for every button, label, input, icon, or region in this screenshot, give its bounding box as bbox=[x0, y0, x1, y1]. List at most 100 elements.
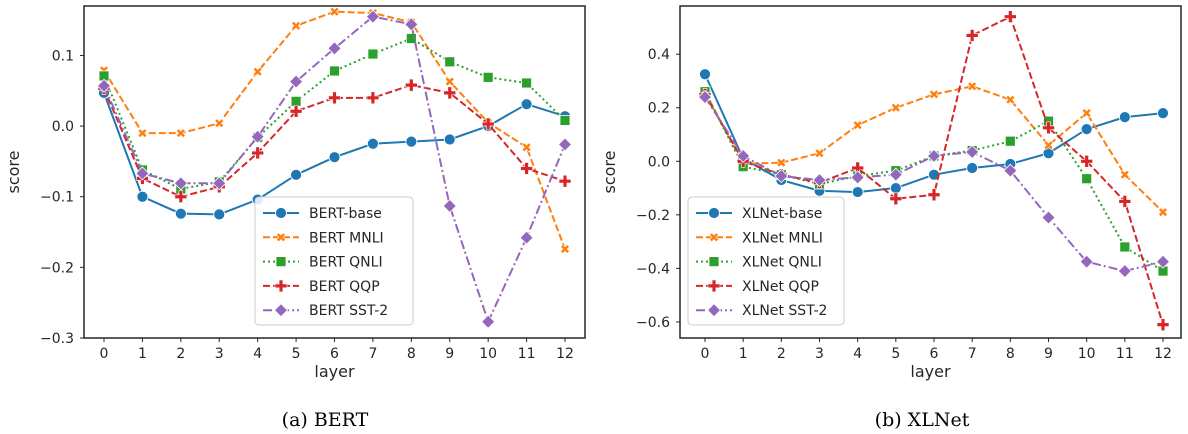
data-point bbox=[442, 198, 457, 213]
y-tick-label: 0.1 bbox=[52, 48, 74, 64]
y-tick-label: 0.2 bbox=[648, 101, 670, 117]
data-point bbox=[850, 170, 865, 185]
legend-label: BERT-base bbox=[309, 206, 382, 222]
data-point bbox=[174, 207, 187, 220]
data-point bbox=[213, 208, 226, 221]
data-point bbox=[1158, 207, 1168, 218]
data-point bbox=[136, 190, 149, 203]
data-point bbox=[367, 137, 379, 150]
data-point bbox=[888, 167, 903, 182]
data-point bbox=[1043, 140, 1054, 151]
legend-entry: BERT QNLI bbox=[263, 255, 383, 271]
y-tick-label: 0.4 bbox=[648, 47, 670, 63]
x-tick-label: 9 bbox=[445, 346, 454, 362]
data-point bbox=[289, 74, 304, 89]
data-point bbox=[1081, 108, 1092, 119]
x-tick-label: 11 bbox=[518, 346, 536, 362]
y-tick-label: 0.0 bbox=[648, 154, 670, 170]
legend-marker bbox=[275, 207, 287, 219]
bert-chart: 0 1 2 3 4 5 6 7 8 9 10 11 12−0.3−0.2−0.10.00.1layers… bbox=[4, 5, 586, 431]
y-tick-label: −0.4 bbox=[636, 261, 670, 277]
data-point bbox=[1081, 173, 1093, 185]
data-point bbox=[966, 162, 979, 174]
data-point bbox=[251, 146, 264, 160]
y-axis-label: score bbox=[600, 151, 619, 194]
data-point bbox=[520, 98, 533, 111]
data-point bbox=[965, 144, 980, 159]
subfigure-caption: (b) XLNet bbox=[875, 409, 970, 431]
x-axis-label: layer bbox=[910, 362, 951, 381]
legend-label: XLNet QNLI bbox=[742, 255, 822, 271]
legend-marker bbox=[273, 303, 289, 318]
data-point bbox=[482, 71, 494, 83]
data-point bbox=[520, 162, 533, 175]
series-4 bbox=[97, 78, 572, 204]
data-point bbox=[481, 314, 496, 329]
data-point bbox=[1041, 210, 1056, 225]
data-point bbox=[776, 157, 787, 168]
legend-marker bbox=[707, 279, 721, 293]
x-tick-label: 4 bbox=[853, 346, 862, 362]
data-point bbox=[290, 95, 302, 107]
data-point bbox=[929, 89, 939, 100]
x-tick-label: 10 bbox=[479, 346, 497, 362]
data-point bbox=[967, 81, 978, 92]
x-tick-label: 7 bbox=[368, 346, 377, 362]
legend-marker bbox=[708, 207, 720, 219]
data-point bbox=[965, 29, 979, 42]
data-point bbox=[443, 133, 456, 146]
series-5 bbox=[96, 9, 573, 329]
legend-entry: XLNet MNLI bbox=[696, 230, 823, 246]
data-point bbox=[521, 142, 532, 153]
legend-label: XLNet QQP bbox=[742, 279, 819, 295]
plot-frame bbox=[679, 5, 1182, 339]
x-tick-label: 11 bbox=[1116, 346, 1134, 362]
plot-frame bbox=[83, 5, 586, 339]
data-point bbox=[367, 48, 379, 60]
subfigure-caption: (a) BERT bbox=[282, 409, 369, 431]
legend-entry: BERT MNLI bbox=[263, 230, 384, 246]
legend-entry: BERT QQP bbox=[263, 279, 380, 295]
data-point bbox=[697, 89, 713, 105]
legend-entry: XLNet-base bbox=[696, 206, 822, 222]
legend-box bbox=[687, 196, 845, 326]
legend-label: BERT QQP bbox=[309, 279, 380, 295]
legend-label: BERT QNLI bbox=[309, 255, 383, 271]
legend-label: BERT MNLI bbox=[309, 230, 384, 246]
y-tick-label: −0.2 bbox=[636, 208, 670, 224]
data-point bbox=[736, 148, 751, 164]
xlnet-chart: 0 1 2 3 4 5 6 7 8 9 10 11 12−0.6−0.4−0.20.00.20.4lay… bbox=[600, 5, 1182, 431]
x-tick-label: 0 bbox=[100, 346, 109, 362]
data-point bbox=[96, 78, 112, 93]
x-tick-label: 3 bbox=[215, 346, 224, 362]
data-point bbox=[443, 86, 457, 100]
legend-entry: XLNet QQP bbox=[696, 279, 819, 295]
data-point bbox=[519, 230, 534, 245]
legend: BERT-base BERT MNLI BERT QNLI BERT QQP BERT … bbox=[254, 196, 414, 326]
data-point bbox=[558, 174, 572, 188]
data-point bbox=[328, 151, 341, 164]
data-point bbox=[1004, 10, 1017, 24]
data-point bbox=[1118, 195, 1132, 208]
x-tick-label: 1 bbox=[739, 346, 748, 362]
x-tick-label: 10 bbox=[1078, 346, 1096, 362]
x-tick-label: 2 bbox=[176, 346, 185, 362]
data-point bbox=[1004, 135, 1016, 147]
data-point bbox=[444, 56, 456, 68]
data-point bbox=[1080, 154, 1093, 168]
data-point bbox=[560, 244, 570, 254]
x-axis-label: layer bbox=[314, 362, 355, 381]
data-point bbox=[366, 91, 380, 105]
x-tick-label: 2 bbox=[777, 346, 786, 362]
data-point bbox=[1119, 241, 1131, 253]
legend-marker bbox=[706, 303, 722, 318]
legend-marker bbox=[709, 232, 719, 243]
data-point bbox=[1042, 147, 1055, 160]
data-point bbox=[404, 17, 419, 32]
series-2 bbox=[700, 81, 1168, 218]
x-tick-label: 5 bbox=[891, 346, 900, 362]
data-point bbox=[329, 6, 340, 17]
data-point bbox=[291, 20, 302, 31]
legend-marker bbox=[708, 256, 720, 268]
data-point bbox=[1005, 94, 1016, 105]
